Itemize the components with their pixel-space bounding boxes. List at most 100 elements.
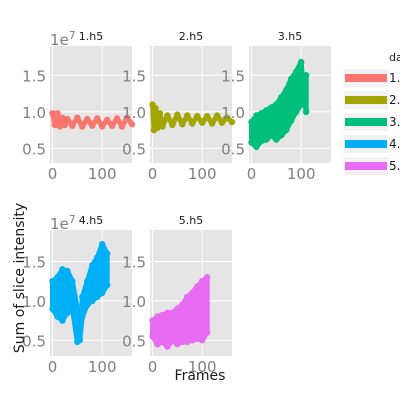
facet-strip <box>150 26 232 46</box>
data-point <box>189 337 196 344</box>
data-point <box>69 305 76 312</box>
data-point <box>84 115 91 123</box>
data-point <box>69 122 76 129</box>
facet-strip-label: 2.h5 <box>179 30 203 43</box>
data-point <box>98 240 106 248</box>
legend-label: 2.h <box>389 93 400 107</box>
data-point <box>278 93 285 101</box>
y-tick-label: 1.5 <box>22 67 46 85</box>
data-point <box>64 115 71 123</box>
data-point <box>59 266 66 273</box>
data-point <box>94 254 101 261</box>
panel-background <box>150 46 232 163</box>
data-point <box>174 340 181 348</box>
data-point <box>253 143 260 151</box>
data-point <box>268 132 275 139</box>
data-point <box>283 86 290 94</box>
facet-panel: 4.h5 0.5 1.0 1.5 1e7 0 100 <box>22 210 132 376</box>
data-point <box>154 313 161 320</box>
data-point <box>300 93 307 101</box>
y-axis-title: Sum of slice intensity <box>12 203 28 353</box>
legend-title: da <box>389 51 400 64</box>
data-point <box>79 313 86 320</box>
x-tick-label: 100 <box>88 358 117 376</box>
legend: da 1.h 2.h 3.h 4.h 5.h <box>344 51 400 175</box>
data-point <box>98 123 106 130</box>
data-point <box>288 117 295 124</box>
data-point <box>194 113 201 120</box>
facet-panel: 5.h5 0.5 1.0 1.5 0 100 <box>122 210 232 376</box>
data-point <box>169 121 176 129</box>
data-point <box>198 337 206 344</box>
data-point <box>54 313 61 320</box>
y-tick-label: 0.5 <box>122 332 146 350</box>
y-multiplier-label: 1e7 <box>50 29 76 49</box>
y-tick-label: 0.5 <box>122 140 146 158</box>
data-point <box>84 277 91 285</box>
data-point <box>268 104 275 111</box>
data-point <box>164 343 171 350</box>
y-tick-label: 1.0 <box>221 104 245 122</box>
data-point <box>179 338 186 346</box>
x-tick-label: 0 <box>247 165 257 183</box>
data-point <box>149 333 156 340</box>
data-point <box>108 122 116 129</box>
data-point <box>74 114 81 121</box>
y-tick-label: 1.5 <box>122 254 146 272</box>
x-tick-label: 100 <box>88 165 117 183</box>
data-point <box>128 121 136 128</box>
data-point <box>61 121 69 129</box>
data-point <box>297 101 305 108</box>
data-point <box>213 112 221 119</box>
data-point <box>79 293 86 301</box>
data-point <box>79 123 86 130</box>
data-point <box>76 337 84 344</box>
y-tick-label: 1.5 <box>22 254 46 272</box>
data-point <box>228 118 236 126</box>
data-point <box>293 68 300 75</box>
legend-label: 4.h <box>389 137 400 151</box>
data-point <box>113 115 121 122</box>
legend-label: 5.h <box>389 159 400 173</box>
data-point <box>89 262 96 269</box>
data-point <box>189 120 196 127</box>
data-point <box>297 58 305 66</box>
data-point <box>189 289 196 297</box>
data-point <box>123 114 131 121</box>
facet-strip-label: 3.h5 <box>278 30 302 43</box>
data-point <box>184 293 191 301</box>
data-point <box>203 329 211 336</box>
data-point <box>69 277 76 285</box>
data-point <box>258 137 265 145</box>
data-point <box>103 116 111 124</box>
data-point <box>154 124 161 132</box>
data-point <box>198 277 206 285</box>
data-point <box>54 274 61 281</box>
x-tick-label: 0 <box>48 165 58 183</box>
data-point <box>174 111 181 118</box>
data-point <box>169 337 176 344</box>
data-point <box>54 110 61 117</box>
data-point <box>263 136 270 143</box>
x-tick-label: 0 <box>148 358 158 376</box>
data-point <box>288 75 295 83</box>
facet-strip-label: 4.h5 <box>79 214 103 227</box>
data-point <box>253 112 260 119</box>
data-point <box>103 250 111 257</box>
data-point <box>302 108 310 116</box>
data-point <box>159 311 166 319</box>
data-point <box>64 309 71 316</box>
y-tick-label: 1.0 <box>22 104 46 122</box>
facet-strip <box>249 26 331 46</box>
data-point <box>179 121 186 128</box>
data-point <box>258 110 265 117</box>
data-point <box>49 277 56 285</box>
data-point <box>89 122 96 129</box>
legend-items: 1.h 2.h 3.h 4.h 5.h <box>344 69 400 175</box>
data-point <box>248 118 255 126</box>
data-point <box>283 126 290 134</box>
data-point <box>98 289 106 297</box>
y-tick-label: 1.5 <box>221 67 245 85</box>
